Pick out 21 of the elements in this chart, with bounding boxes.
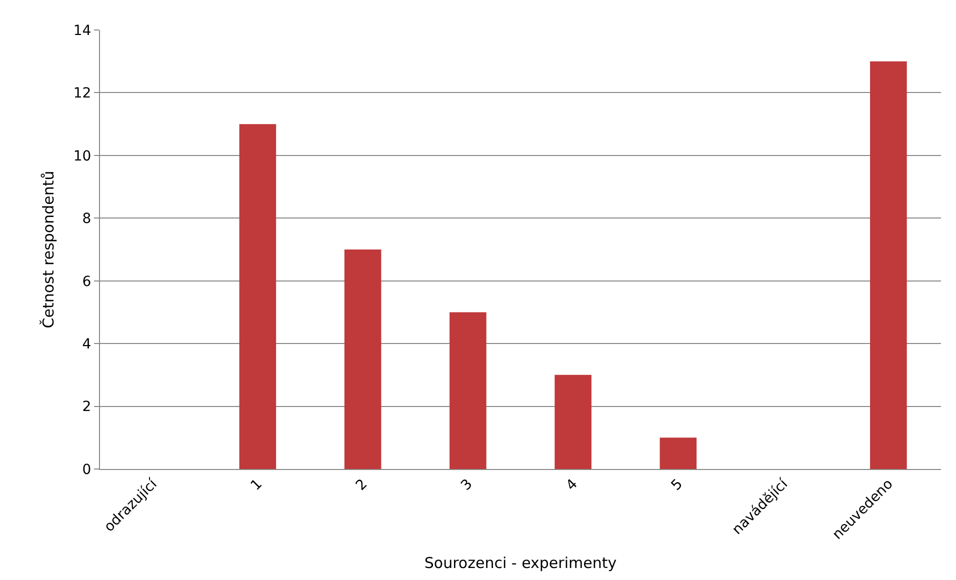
bar: [554, 374, 592, 469]
x-tick-label: 1: [248, 476, 266, 494]
x-axis-title: Sourozenci - experimenty: [424, 554, 617, 572]
x-tick-label: 5: [668, 476, 686, 494]
y-tick-label: 6: [82, 274, 92, 290]
y-tick-label: 4: [82, 336, 92, 352]
y-tick-label: 12: [73, 86, 92, 102]
bar: [239, 124, 276, 469]
y-tick-label: 14: [73, 22, 92, 39]
x-tick-label: 3: [458, 476, 476, 494]
bar: [450, 312, 486, 469]
x-tick-label: 4: [563, 476, 581, 494]
y-axis-title: Četnost respondentů: [40, 170, 58, 328]
y-tick-label: 10: [73, 148, 92, 164]
y-tick-label: 8: [82, 211, 92, 228]
x-tick-label: 2: [352, 476, 371, 494]
bar: [344, 250, 382, 469]
y-tick-label: 0: [82, 462, 92, 478]
y-tick-label: 2: [82, 399, 92, 416]
bar: [660, 438, 697, 469]
bar: [870, 61, 907, 469]
